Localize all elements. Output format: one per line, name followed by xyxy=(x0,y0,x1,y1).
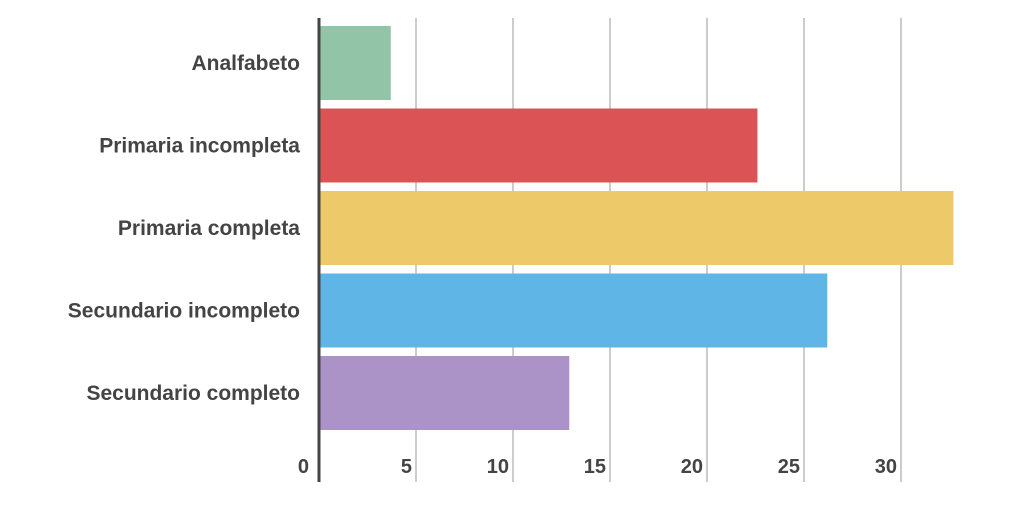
bar-analfabeto xyxy=(319,26,391,100)
bar-primaria-completa xyxy=(319,191,954,265)
x-tick-label: 15 xyxy=(584,456,606,478)
bar-secundario-incompleto xyxy=(319,273,828,348)
x-tick-label: 20 xyxy=(681,456,703,478)
category-labels: Analfabeto Primaria incompleta Primaria co… xyxy=(68,52,301,405)
category-label: Primaria incompleta xyxy=(99,135,300,158)
bar-primaria-incompleta xyxy=(319,108,758,183)
bars xyxy=(319,26,954,430)
category-label: Primaria completa xyxy=(118,217,300,240)
x-tick-label: 5 xyxy=(401,456,412,478)
x-tick-label: 10 xyxy=(487,456,509,478)
bar-secundario-completo xyxy=(319,356,570,430)
x-tick-label: 30 xyxy=(875,456,897,478)
x-tick-labels: 0 5 10 15 20 25 30 xyxy=(298,456,897,478)
x-tick-label: 0 xyxy=(298,456,309,478)
x-tick-label: 25 xyxy=(778,456,800,478)
category-label: Secundario incompleto xyxy=(68,300,300,323)
category-label: Analfabeto xyxy=(191,52,300,75)
category-label: Secundario completo xyxy=(86,382,300,405)
